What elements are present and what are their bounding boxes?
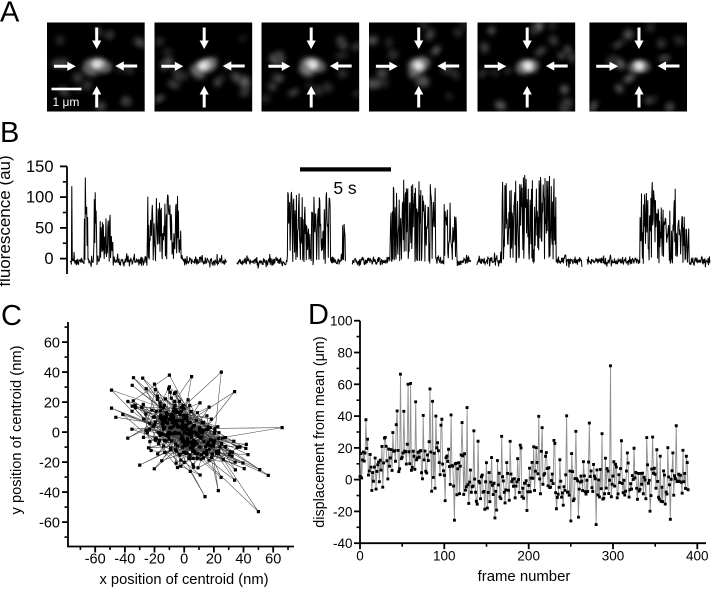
svg-text:20: 20 <box>206 552 222 568</box>
svg-text:0: 0 <box>180 552 188 568</box>
svg-text:y position of centroid (nm): y position of centroid (nm) <box>9 346 25 515</box>
svg-text:20: 20 <box>44 395 60 411</box>
svg-text:D: D <box>308 299 329 331</box>
svg-text:1 μm: 1 μm <box>53 95 80 109</box>
svg-text:40: 40 <box>337 409 352 424</box>
svg-text:80: 80 <box>337 346 352 361</box>
svg-text:100: 100 <box>433 549 456 564</box>
svg-text:0: 0 <box>44 250 53 268</box>
svg-text:x position of centroid (nm): x position of centroid (nm) <box>100 572 269 588</box>
svg-text:-20: -20 <box>39 455 60 471</box>
svg-text:100: 100 <box>26 189 54 207</box>
svg-text:5 s: 5 s <box>333 178 357 198</box>
svg-text:40: 40 <box>235 552 251 568</box>
svg-text:60: 60 <box>44 335 60 351</box>
svg-text:A: A <box>0 0 20 29</box>
svg-text:-40: -40 <box>114 552 135 568</box>
svg-text:C: C <box>1 300 22 332</box>
svg-text:300: 300 <box>602 549 625 564</box>
svg-text:-40: -40 <box>333 536 353 551</box>
svg-text:60: 60 <box>337 377 352 392</box>
svg-text:displacement from mean (μm): displacement from mean (μm) <box>312 336 328 527</box>
svg-text:0: 0 <box>52 425 60 441</box>
svg-text:frame number: frame number <box>478 569 571 585</box>
svg-text:-60: -60 <box>85 552 106 568</box>
svg-text:B: B <box>0 117 19 149</box>
svg-text:40: 40 <box>44 365 60 381</box>
svg-text:0: 0 <box>356 549 364 564</box>
svg-text:-60: -60 <box>39 515 60 531</box>
svg-text:50: 50 <box>35 219 53 237</box>
svg-text:60: 60 <box>265 552 281 568</box>
svg-text:-20: -20 <box>333 504 353 519</box>
svg-text:20: 20 <box>337 441 352 456</box>
svg-text:-40: -40 <box>39 485 60 501</box>
svg-text:fluorescence (au): fluorescence (au) <box>0 155 14 286</box>
svg-text:0: 0 <box>345 473 353 488</box>
svg-text:-20: -20 <box>144 552 165 568</box>
svg-text:400: 400 <box>686 549 709 564</box>
svg-text:150: 150 <box>26 158 54 176</box>
svg-text:100: 100 <box>330 314 353 329</box>
svg-text:200: 200 <box>517 549 540 564</box>
